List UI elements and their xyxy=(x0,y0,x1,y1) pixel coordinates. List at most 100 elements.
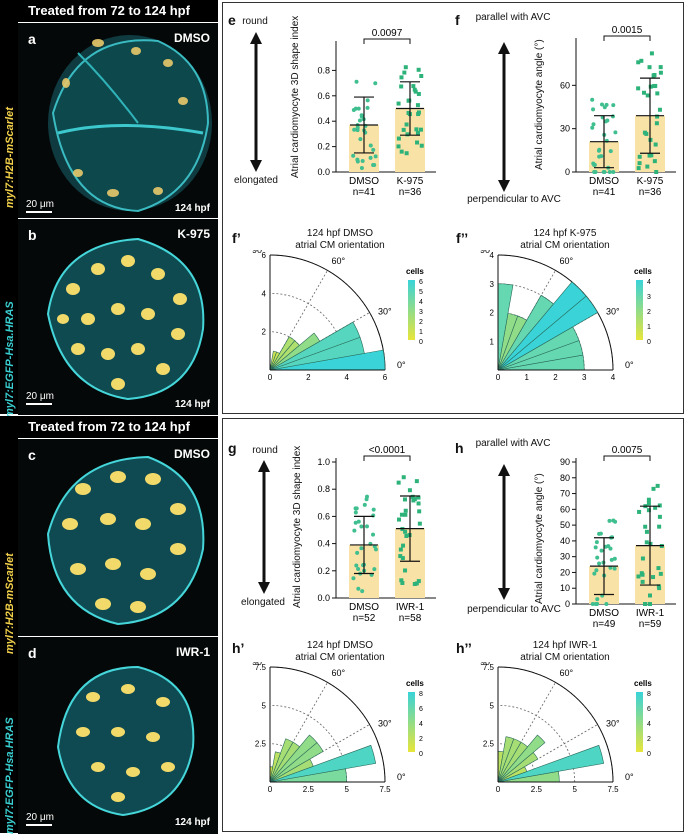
micrograph-b: b K-975 124 hpf 20 μm xyxy=(18,218,218,415)
data-point xyxy=(656,584,661,589)
rose-wedge xyxy=(497,294,554,371)
title-f1: 124 hpf DMSO xyxy=(306,228,374,239)
data-point xyxy=(654,121,659,126)
elongated-label-g: elongated xyxy=(241,597,285,608)
angle-label-0: 0° xyxy=(625,772,634,782)
category-label: DMSO xyxy=(349,176,379,187)
rose-wedge xyxy=(497,734,546,783)
data-point xyxy=(657,524,662,529)
data-point xyxy=(653,83,658,88)
data-point xyxy=(640,579,645,584)
category-n: n=36 xyxy=(639,187,662,198)
data-point xyxy=(362,502,367,507)
y-tick-label: 0.6 xyxy=(317,511,330,521)
legend-tick-label: 2 xyxy=(419,736,423,743)
data-point xyxy=(607,170,612,174)
data-point xyxy=(658,65,663,70)
data-point xyxy=(358,137,363,142)
top-side-label-2: myl7:EGFP-Hsa.HRAS xyxy=(4,301,16,418)
round-label-g: round xyxy=(252,445,278,456)
legend-colorbar xyxy=(636,280,643,340)
data-point xyxy=(645,93,650,98)
condition-label-b: K-975 xyxy=(177,227,210,241)
data-point xyxy=(396,136,401,141)
data-point xyxy=(637,161,642,166)
data-point xyxy=(417,509,422,514)
x-tick-label: 5 xyxy=(344,785,349,794)
top-panel-frame xyxy=(222,2,684,414)
legend-colorbar xyxy=(408,692,415,752)
data-point xyxy=(416,91,421,96)
panel-letter-h1: h’ xyxy=(232,640,245,656)
heart-image-a xyxy=(48,35,212,213)
y-tick-label: 80 xyxy=(560,473,570,483)
data-point xyxy=(355,550,360,555)
data-point xyxy=(649,51,654,56)
arrow-f xyxy=(498,42,510,192)
data-point xyxy=(604,602,609,606)
data-point xyxy=(398,547,403,552)
arrow-g xyxy=(258,460,270,594)
micrograph-c: c DMSO xyxy=(18,438,218,637)
category-label: IWR-1 xyxy=(396,602,425,613)
y-tick-label: 0.8 xyxy=(317,65,330,75)
x-tick-label: 2.5 xyxy=(303,785,315,794)
elongated-label-e: elongated xyxy=(234,175,278,186)
panel-letter-g: g xyxy=(228,440,237,456)
grid-ring xyxy=(269,743,309,783)
category-label: DMSO xyxy=(349,602,379,613)
y-tick-label: 0.6 xyxy=(317,91,330,101)
data-point xyxy=(636,86,641,91)
legend-tick-label: 1 xyxy=(647,324,651,331)
panel-letter-a: a xyxy=(28,31,36,47)
subtitle-f2: atrial CM orientation xyxy=(520,240,610,251)
data-point xyxy=(607,518,612,523)
legend-colorbar xyxy=(408,280,415,340)
y-tick-label: 7.5 xyxy=(483,663,495,672)
grid-ring xyxy=(497,704,576,783)
rose-wedge xyxy=(269,321,361,371)
data-point xyxy=(597,561,602,566)
data-point xyxy=(407,488,412,493)
angle-label-30: 30° xyxy=(606,719,620,729)
category-n: n=52 xyxy=(353,613,376,624)
y-tick-label: 10 xyxy=(560,583,570,593)
y-tick-label: 2 xyxy=(262,328,267,337)
y-tick-label: 60 xyxy=(560,504,570,514)
data-point xyxy=(651,73,656,78)
data-point xyxy=(643,602,648,606)
significance-bracket xyxy=(603,35,651,41)
parallel-label-f: parallel with AVC xyxy=(475,12,551,23)
title-h2: 124 hpf IWR-1 xyxy=(532,640,598,651)
data-point xyxy=(594,602,599,606)
data-point xyxy=(613,130,618,135)
data-point xyxy=(403,512,408,517)
data-point xyxy=(417,521,422,526)
arrow-e xyxy=(250,32,262,172)
data-point xyxy=(599,548,604,553)
significance-bracket xyxy=(603,455,651,461)
data-point xyxy=(401,543,406,548)
outer-arc xyxy=(497,666,614,783)
grid-spoke xyxy=(269,270,328,371)
scale-text-a: 20 μm xyxy=(26,199,54,210)
category-label: K-975 xyxy=(637,176,664,187)
data-point xyxy=(591,122,596,127)
data-point xyxy=(396,480,401,485)
subtitle-f1: atrial CM orientation xyxy=(295,240,385,251)
bottom-side-label: myl7:H2B-mScarlet myl7:EGFP-Hsa.HRAS xyxy=(0,438,18,834)
legend-tick-label: 2 xyxy=(419,319,423,326)
data-point xyxy=(360,159,365,164)
heart-image-b xyxy=(46,237,205,401)
angle-label-90: 90° xyxy=(252,662,266,667)
data-point xyxy=(657,503,662,508)
data-point xyxy=(604,102,609,107)
legend-tick-label: 3 xyxy=(419,309,423,316)
rose-wedge xyxy=(269,734,318,783)
legend-colorbar xyxy=(636,692,643,752)
angle-label-90: 90° xyxy=(480,662,494,667)
legend-tick-label: 4 xyxy=(419,721,423,728)
y-tick-label: 5 xyxy=(490,701,495,710)
